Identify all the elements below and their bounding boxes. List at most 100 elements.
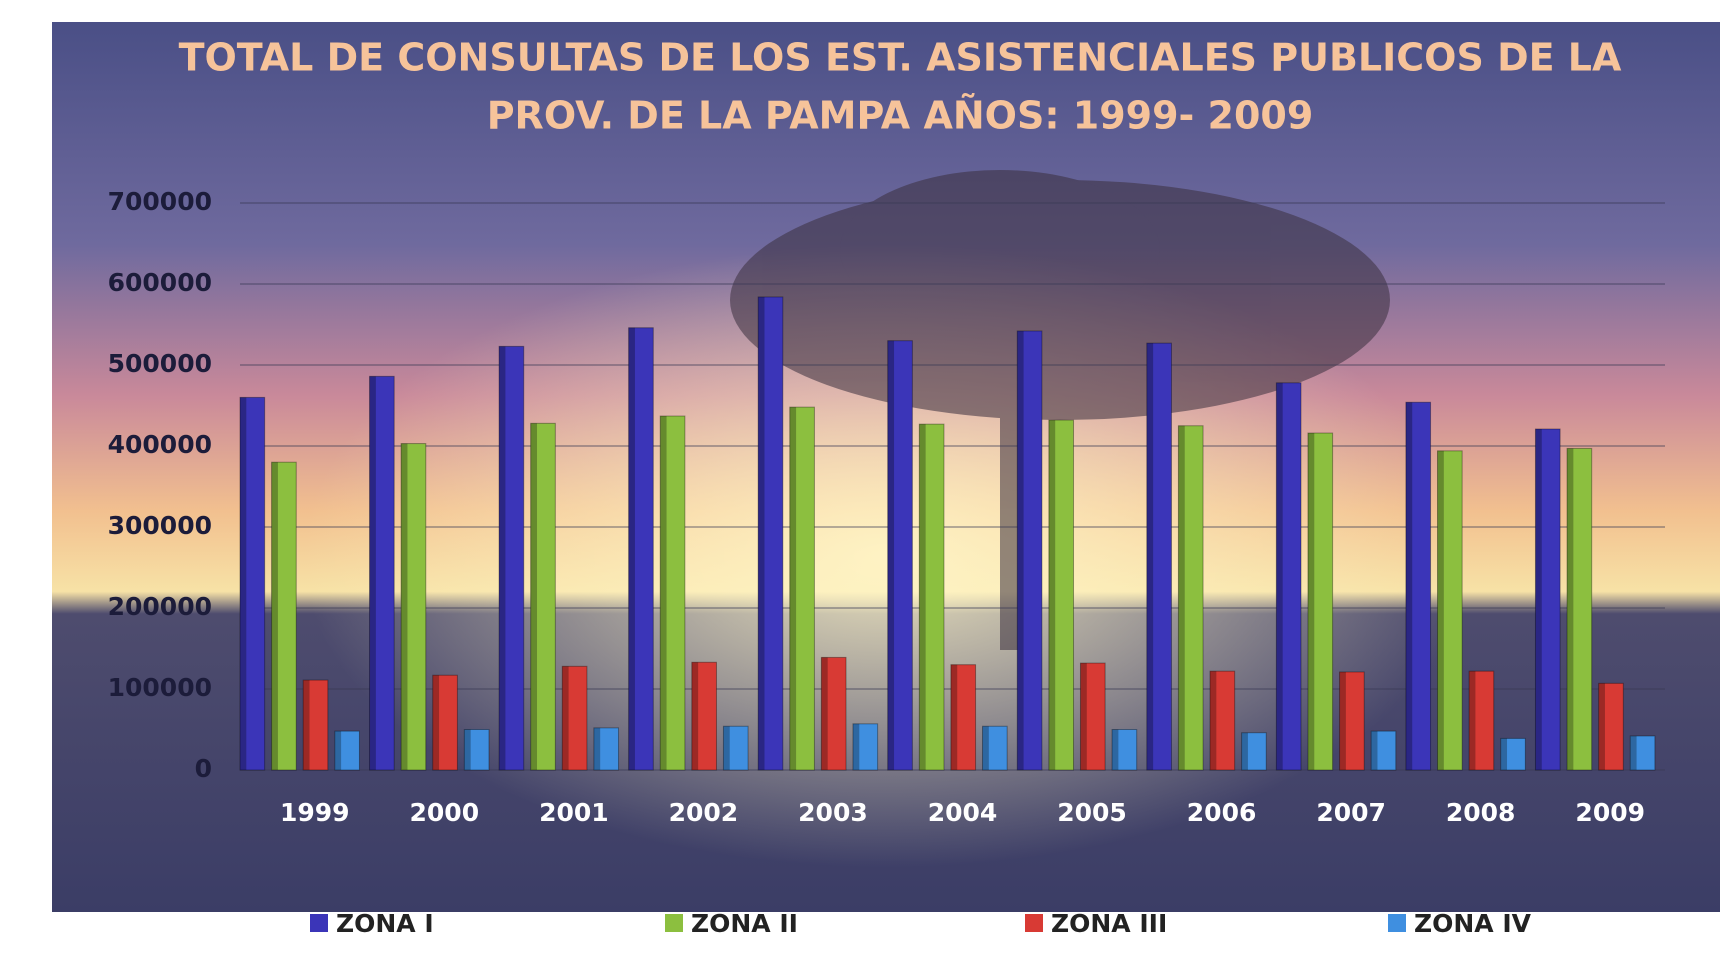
bar <box>1307 432 1334 771</box>
x-tick-label: 2004 <box>928 798 998 827</box>
bar <box>1079 662 1106 771</box>
bar <box>691 661 717 771</box>
bar-shade <box>1048 420 1056 770</box>
y-tick-label: 0 <box>195 754 212 783</box>
bar <box>1468 670 1495 771</box>
bar-shade <box>919 424 926 770</box>
bar-shade <box>887 340 895 770</box>
bar <box>1241 732 1267 771</box>
x-tick-label: 2002 <box>669 798 739 827</box>
bar-shade <box>789 407 797 770</box>
bar-shade <box>1146 343 1154 770</box>
bar-shade <box>1112 729 1119 770</box>
bar-shade <box>530 423 538 770</box>
bar-shade <box>628 327 635 770</box>
bar <box>1016 330 1043 771</box>
legend-label: ZONA I <box>336 909 434 938</box>
legend-label: ZONA II <box>691 909 798 938</box>
bar-shade <box>1405 402 1413 770</box>
bar <box>593 727 620 771</box>
bar-shade <box>1469 671 1476 770</box>
legend-swatch <box>310 914 328 932</box>
bar-shade <box>1598 683 1605 770</box>
bar-shade <box>691 662 699 770</box>
bar-shade <box>1307 433 1315 770</box>
bar <box>530 422 556 771</box>
bar-shade <box>758 296 765 770</box>
x-tick-label: 2008 <box>1446 798 1516 827</box>
bar-shade <box>1210 671 1217 770</box>
bar <box>498 345 525 771</box>
y-tick-label: 700000 <box>108 187 212 216</box>
bar <box>1405 401 1432 771</box>
bar <box>1111 729 1138 771</box>
legend-swatch <box>665 914 683 932</box>
y-tick-label: 600000 <box>108 268 212 297</box>
legend-label: ZONA III <box>1051 909 1167 938</box>
bar <box>302 679 329 771</box>
bar-shade <box>464 729 471 770</box>
x-tick-label: 2003 <box>798 798 868 827</box>
bar-shade <box>1535 428 1542 770</box>
chart-title: PROV. DE LA PAMPA AÑOS: 1999- 2009 <box>487 94 1314 138</box>
bar <box>1500 737 1526 771</box>
sun-glow <box>52 22 1720 912</box>
bar-shade <box>1371 731 1378 770</box>
bar <box>982 725 1008 771</box>
bar <box>561 665 588 771</box>
bar <box>463 729 490 771</box>
legend-label: ZONA IV <box>1414 909 1532 938</box>
bar <box>659 415 686 771</box>
bar-shade <box>1567 448 1574 770</box>
y-tick-label: 200000 <box>108 592 212 621</box>
bar <box>400 443 427 771</box>
bar <box>432 674 458 771</box>
bar-shade <box>1437 450 1444 770</box>
bar <box>1146 342 1172 771</box>
bar-shade <box>562 666 569 770</box>
legend-swatch <box>1388 914 1406 932</box>
x-tick-label: 2005 <box>1057 798 1127 827</box>
bar-shade <box>1339 671 1346 770</box>
bar <box>852 723 879 771</box>
bar-shade <box>432 675 440 770</box>
x-tick-label: 2006 <box>1187 798 1257 827</box>
bar <box>369 375 395 771</box>
x-tick-label: 2007 <box>1316 798 1386 827</box>
bar-shade <box>1276 382 1283 770</box>
bar <box>334 730 360 771</box>
bar-shade <box>1630 735 1637 770</box>
x-tick-label: 1999 <box>280 798 350 827</box>
x-tick-label: 2001 <box>539 798 609 827</box>
bar-shade <box>723 726 730 770</box>
bar-shade <box>303 680 310 770</box>
bar-shade <box>401 443 408 770</box>
bar <box>1437 450 1463 771</box>
bar-shade <box>499 346 506 770</box>
legend-swatch <box>1025 914 1043 932</box>
bar <box>887 340 913 771</box>
bar <box>1048 419 1075 771</box>
bar <box>1275 382 1302 771</box>
bar-shade <box>240 397 247 770</box>
bar <box>1629 735 1656 771</box>
bar <box>1566 447 1593 771</box>
bar <box>1177 425 1204 771</box>
bar <box>1209 670 1236 771</box>
bar-shade <box>950 664 958 770</box>
bar-shade <box>1178 425 1185 770</box>
bar <box>1534 428 1561 771</box>
bar <box>820 656 847 771</box>
x-tick-label: 2009 <box>1575 798 1645 827</box>
bar-shade <box>982 726 989 770</box>
y-tick-label: 500000 <box>108 349 212 378</box>
y-tick-label: 400000 <box>108 430 212 459</box>
bar-shade <box>1500 738 1508 770</box>
bar <box>757 296 784 771</box>
bar-shade <box>271 462 278 770</box>
bar <box>628 327 654 771</box>
bar <box>1339 671 1365 771</box>
bar <box>918 423 945 771</box>
x-tick-label: 2000 <box>410 798 480 827</box>
